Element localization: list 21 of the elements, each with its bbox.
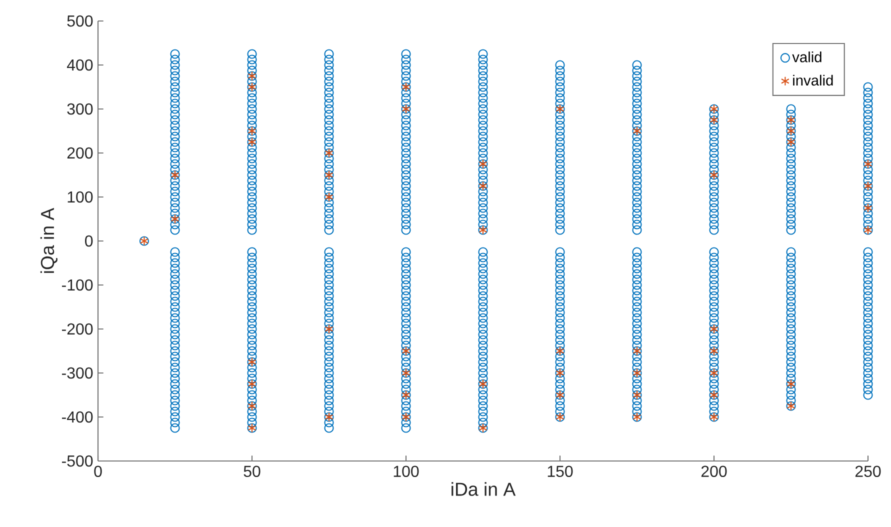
y-tick-label: 0 [85, 235, 93, 247]
y-tick-label: -400 [62, 411, 93, 423]
x-tick-label: 200 [701, 466, 727, 478]
y-tick-label: -200 [62, 323, 93, 335]
y-axis-title: iQa in A [40, 208, 58, 273]
x-tick-label: 50 [244, 466, 260, 478]
y-tick-label: 200 [67, 147, 93, 159]
y-tick-label: 500 [67, 15, 93, 27]
y-tick-label: -300 [62, 367, 93, 379]
x-tick-label: 0 [94, 466, 102, 478]
y-tick-label: 100 [68, 191, 93, 203]
x-axis-title: iDa in A [452, 482, 516, 496]
y-tick-label: -500 [62, 455, 93, 467]
x-tick-label: 150 [548, 466, 573, 478]
y-tick-label: 300 [67, 103, 93, 115]
legend-label: invalid [793, 74, 833, 86]
x-tick-label: 250 [855, 466, 881, 478]
legend-label: valid [792, 52, 822, 62]
x-tick-label: 100 [394, 466, 419, 478]
y-tick-label: 400 [66, 59, 93, 71]
y-tick-label: -100 [62, 279, 93, 291]
